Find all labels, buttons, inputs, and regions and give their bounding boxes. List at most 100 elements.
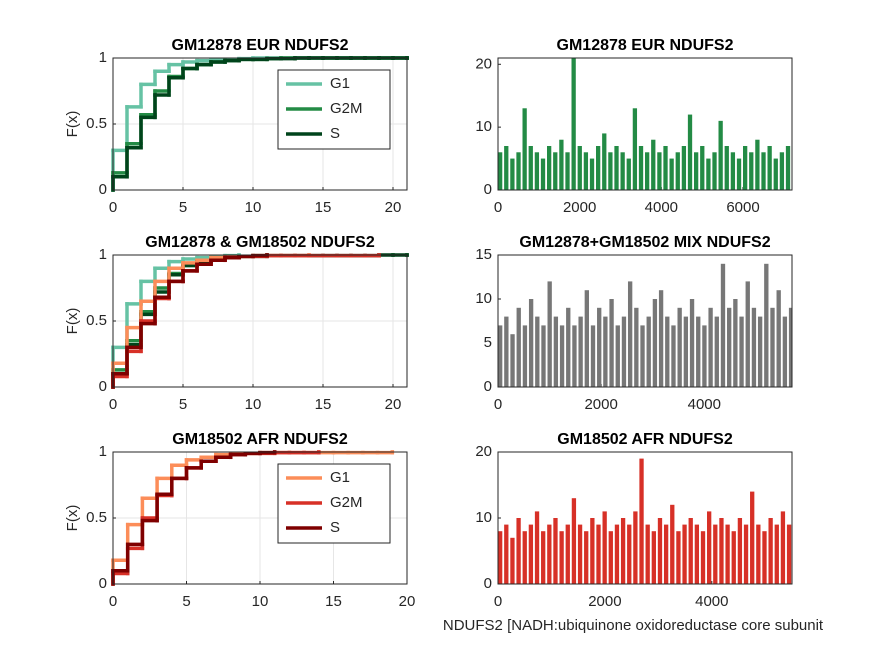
bar bbox=[651, 139, 656, 190]
bar bbox=[640, 325, 645, 387]
x-tick-label: 4000 bbox=[695, 593, 728, 610]
bar bbox=[651, 531, 656, 584]
bar bbox=[676, 531, 681, 584]
axes-frame bbox=[112, 254, 408, 388]
bar bbox=[638, 146, 644, 190]
bar bbox=[675, 152, 680, 190]
bar bbox=[559, 139, 564, 190]
x-tick-label: 20 bbox=[385, 199, 402, 216]
bar bbox=[663, 146, 668, 190]
bar bbox=[774, 524, 779, 584]
bar bbox=[627, 524, 632, 584]
bar bbox=[658, 290, 664, 387]
bar bbox=[681, 146, 687, 190]
bar bbox=[696, 316, 701, 387]
legend-label: G1 bbox=[330, 75, 350, 92]
bar bbox=[657, 152, 662, 190]
bar bbox=[516, 518, 521, 584]
y-axis-label: F(x) bbox=[64, 111, 81, 138]
bar bbox=[646, 316, 651, 387]
bar bbox=[608, 152, 613, 190]
bar bbox=[584, 531, 589, 584]
legend-label: S bbox=[330, 125, 340, 142]
bar bbox=[652, 299, 658, 387]
panel: 0 5 10 15 0 2000 4000 GM12878+GM18502 MIX NDUFS… bbox=[475, 234, 793, 413]
bar bbox=[565, 524, 570, 584]
bar bbox=[714, 316, 719, 387]
bar bbox=[702, 325, 707, 387]
x-axis-label: NDUFS2 [NADH:ubiquinone oxidoreductase c… bbox=[443, 617, 824, 634]
bar bbox=[788, 307, 792, 387]
x-tick-label: 2000 bbox=[584, 396, 617, 413]
bar bbox=[577, 146, 582, 190]
bar bbox=[504, 524, 509, 584]
bar bbox=[584, 290, 589, 387]
bar bbox=[770, 307, 775, 387]
bar bbox=[768, 518, 773, 584]
bar bbox=[626, 158, 631, 190]
legend-label: S bbox=[330, 519, 340, 536]
bar bbox=[713, 524, 718, 584]
bar bbox=[773, 158, 778, 190]
legend-label: G2M bbox=[330, 100, 363, 117]
bar bbox=[639, 458, 644, 584]
chart-title: GM12878 EUR NDUFS2 bbox=[557, 37, 734, 54]
bar bbox=[602, 133, 607, 190]
bar bbox=[694, 152, 699, 190]
y-tick-label: 0 bbox=[484, 378, 492, 395]
bar bbox=[553, 316, 559, 387]
bar bbox=[694, 524, 700, 584]
bar bbox=[553, 152, 558, 190]
y-tick-label: 0 bbox=[484, 181, 492, 198]
bar bbox=[786, 524, 792, 584]
bar bbox=[528, 146, 533, 190]
bar bbox=[669, 158, 674, 190]
bar bbox=[553, 518, 558, 584]
bar bbox=[756, 524, 761, 584]
bar bbox=[534, 511, 540, 584]
bar bbox=[522, 108, 527, 190]
bar bbox=[528, 299, 534, 387]
x-tick-label: 0 bbox=[494, 593, 502, 610]
bar bbox=[620, 518, 626, 584]
y-axis-label: F(x) bbox=[64, 505, 81, 532]
bar bbox=[541, 531, 546, 584]
x-tick-label: 5 bbox=[179, 396, 187, 413]
bar bbox=[621, 316, 627, 387]
bar bbox=[614, 146, 619, 190]
x-tick-label: 0 bbox=[109, 593, 117, 610]
y-tick-label: 0.5 bbox=[86, 115, 107, 132]
bar bbox=[743, 146, 748, 190]
bar bbox=[764, 263, 769, 387]
bar bbox=[571, 58, 576, 190]
bar bbox=[565, 152, 570, 190]
bar bbox=[700, 146, 705, 190]
bar bbox=[547, 524, 552, 584]
bar bbox=[745, 281, 750, 387]
x-tick-label: 5 bbox=[179, 199, 187, 216]
bar bbox=[725, 524, 730, 584]
x-tick-label: 20 bbox=[385, 396, 402, 413]
bar bbox=[761, 152, 766, 190]
x-tick-label: 6000 bbox=[726, 199, 759, 216]
bar bbox=[670, 504, 675, 584]
bar bbox=[541, 325, 546, 387]
bar bbox=[559, 531, 564, 584]
bar bbox=[590, 325, 596, 387]
bar bbox=[657, 518, 663, 584]
bar bbox=[663, 524, 669, 584]
bar bbox=[689, 299, 695, 387]
bar bbox=[528, 524, 534, 584]
bar bbox=[540, 158, 546, 190]
bar bbox=[730, 152, 736, 190]
axes-frame bbox=[497, 451, 793, 585]
bar bbox=[749, 152, 754, 190]
y-tick-label: 1 bbox=[99, 443, 107, 460]
x-tick-label: 0 bbox=[494, 199, 502, 216]
y-tick-label: 20 bbox=[475, 443, 492, 460]
bar bbox=[620, 152, 625, 190]
x-tick-label: 10 bbox=[245, 199, 262, 216]
